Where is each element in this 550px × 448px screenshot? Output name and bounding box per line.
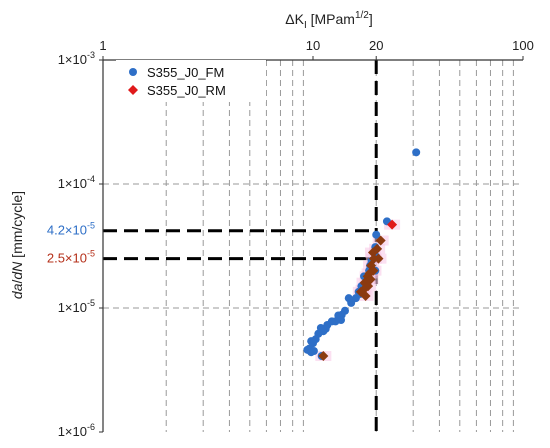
- y-tick-label-exponent: -4: [87, 174, 95, 184]
- y-tick-label-base: 1×10: [58, 52, 87, 67]
- y-tick-label-base: 1×10: [58, 300, 87, 315]
- x-tick-labels: 1 10 20 100: [99, 38, 533, 53]
- y-axis-title-a: da: [9, 283, 25, 299]
- x-axis-title-close: ]: [369, 11, 373, 27]
- y-tick-label: 1×10-6: [58, 422, 95, 439]
- x-axis-title-sub: I: [304, 20, 307, 31]
- y-tick-label-base: 1×10: [58, 424, 87, 439]
- annotations: 4.2×10-52.5×10-5: [47, 221, 95, 266]
- y-axis-title-slash: /: [9, 280, 25, 284]
- y-axis-title-unit: [mm/cycle]: [9, 191, 25, 262]
- legend: S355_J0_FM S355_J0_RM: [116, 60, 266, 102]
- x-tick-label: 10: [306, 38, 320, 53]
- reference-value-base: 4.2×10: [47, 223, 87, 238]
- legend-circle-icon: [129, 68, 137, 76]
- reference-value-label: 4.2×10-5: [47, 221, 95, 238]
- data-point-fm: [344, 294, 353, 303]
- y-axis-title: da/dN [mm/cycle]: [9, 191, 25, 299]
- x-tick-label: 100: [512, 38, 534, 53]
- data-point-rm: [387, 219, 398, 230]
- data-point-fm: [372, 230, 381, 239]
- x-tick-label: 20: [369, 38, 383, 53]
- data-point-rm: [318, 351, 329, 362]
- legend-background: [116, 60, 266, 102]
- y-tick-label: 1×10-4: [58, 174, 95, 191]
- x-axis-title-suffix: [MPam: [307, 11, 355, 27]
- y-tick-labels: 1×10-61×10-51×10-41×10-3: [58, 50, 95, 439]
- y-axis-title-b: dN: [9, 261, 25, 280]
- legend-label-rm: S355_J0_RM: [147, 83, 226, 98]
- x-axis-title: ΔKI [MPam1/2]: [285, 10, 373, 31]
- reference-value-exponent: -5: [87, 249, 95, 259]
- y-tick-label-exponent: -3: [87, 50, 95, 60]
- x-axis-title-prefix: ΔK: [285, 11, 304, 27]
- reference-lines: [103, 60, 378, 432]
- grid: [103, 60, 523, 432]
- data-point-fm: [412, 148, 421, 157]
- legend-diamond-icon: [128, 85, 138, 95]
- reference-value-base: 2.5×10: [47, 251, 87, 266]
- data-point-fm: [309, 347, 318, 356]
- data-points: [303, 148, 421, 362]
- data-point-fm: [307, 337, 316, 346]
- y-tick-label: 1×10-3: [58, 50, 95, 67]
- y-tick-label-exponent: -5: [87, 298, 95, 308]
- reference-value-exponent: -5: [87, 221, 95, 231]
- data-point-rm: [375, 235, 386, 246]
- data-point-rm: [367, 247, 378, 258]
- data-point-rm: [360, 290, 371, 301]
- y-tick-label-base: 1×10: [58, 176, 87, 191]
- y-tick-label: 1×10-5: [58, 298, 95, 315]
- y-tick-label-exponent: -6: [87, 422, 95, 432]
- legend-label-fm: S355_J0_FM: [147, 65, 224, 80]
- x-axis-title-sup: 1/2: [355, 10, 369, 21]
- reference-value-label: 2.5×10-5: [47, 249, 95, 266]
- x-tick-label: 1: [99, 38, 106, 53]
